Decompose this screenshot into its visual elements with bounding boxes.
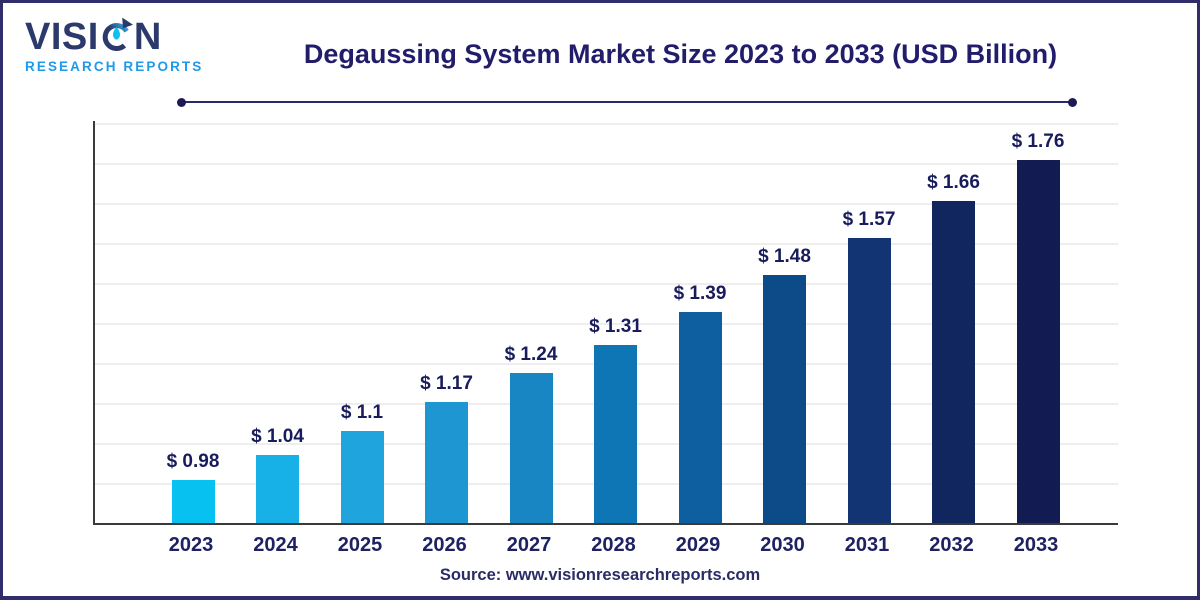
x-axis-label-2024: 2024 — [253, 534, 298, 556]
bar-2031 — [847, 238, 891, 523]
bar-value-label: $ 1.04 — [251, 426, 304, 447]
x-axis-label-2026: 2026 — [422, 534, 467, 556]
bar-2029 — [678, 312, 722, 523]
x-axis-label-2027: 2027 — [506, 534, 552, 556]
bar-value-label: $ 1.66 — [927, 172, 980, 193]
bar-2032 — [932, 201, 975, 523]
x-axis-label-2031: 2031 — [844, 534, 890, 556]
bar-2024 — [256, 455, 299, 523]
title-underline — [177, 97, 1077, 107]
logo-brand-post: N — [133, 15, 162, 58]
bar-2033 — [1016, 160, 1060, 523]
chart-plot-area: $ 0.98 $ 1.04 $ 1.1 $ 1.17 $ 1.24 $ 1.31 $ 1.3… — [93, 121, 1118, 525]
bar-value-label: $ 1.24 — [504, 344, 558, 365]
bar-2023 — [171, 480, 215, 523]
logo-brand-text: VISI N — [25, 17, 203, 56]
bar-value-label: $ 1.39 — [673, 283, 727, 304]
bar-value-label: $ 1.31 — [589, 316, 642, 337]
x-axis-label-2023: 2023 — [168, 534, 214, 556]
bar-2028 — [594, 345, 637, 523]
bar-value-label: $ 1.76 — [1011, 131, 1065, 152]
bar-value-label: $ 1.1 — [340, 402, 384, 423]
source-text: Source: www.visionresearchreports.com — [439, 566, 761, 584]
bar-value-label: $ 1.48 — [758, 246, 811, 267]
bar-2030 — [763, 275, 806, 523]
x-axis-label-2030: 2030 — [760, 534, 805, 556]
x-axis-label-2029: 2029 — [675, 534, 721, 556]
logo-subtitle: RESEARCH REPORTS — [25, 59, 204, 74]
bar-2027 — [509, 373, 553, 523]
x-axis-label-2028: 2028 — [591, 534, 636, 556]
bar-value-label: $ 1.17 — [420, 373, 473, 394]
gridline — [95, 283, 1118, 285]
bar-2025 — [340, 431, 384, 523]
gridline — [95, 243, 1118, 245]
gridline — [95, 123, 1118, 125]
x-axis-label-2033: 2033 — [1013, 534, 1059, 556]
gridline — [95, 203, 1118, 205]
x-axis-label-2025: 2025 — [337, 534, 383, 556]
bar-2026 — [425, 402, 468, 523]
logo-brand-pre: VISI — [25, 15, 99, 58]
bar-value-label: $ 1.57 — [842, 209, 896, 230]
chart-title: Degaussing System Market Size 2023 to 20… — [303, 39, 1058, 69]
x-axis-label-2032: 2032 — [929, 534, 974, 556]
bar-value-label: $ 0.98 — [166, 451, 220, 472]
gridline — [95, 163, 1118, 165]
gridline — [95, 323, 1118, 325]
logo-swoosh-icon — [102, 17, 133, 52]
brand-logo: VISI N RESEARCH REPORTS — [25, 17, 204, 75]
